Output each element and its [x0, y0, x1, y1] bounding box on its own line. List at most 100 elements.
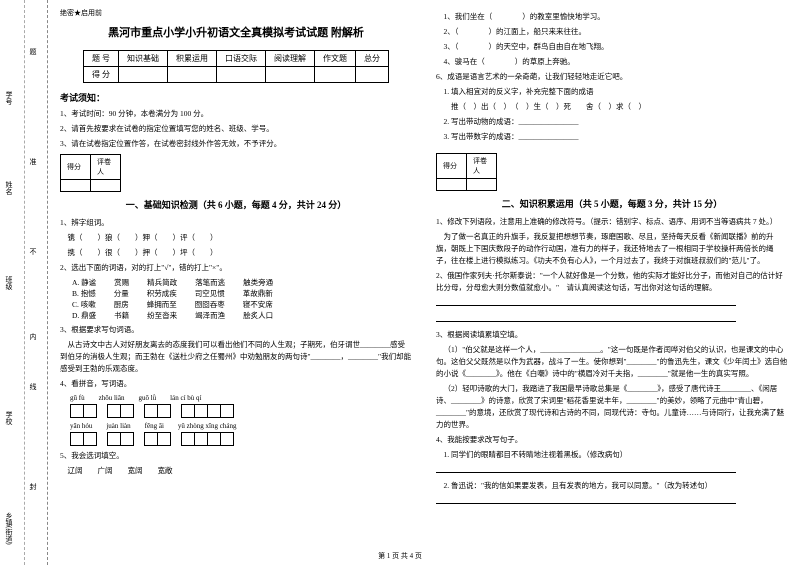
- line: 3、（ ）的天空中，群鸟自由自在地飞翔。: [436, 41, 788, 53]
- pinyin: gū fù: [70, 394, 85, 402]
- char-box[interactable]: [107, 404, 121, 418]
- sidebar-label: 线: [28, 383, 38, 390]
- q1: 1、辨字组词。: [60, 217, 412, 229]
- table-row: 题 号 知识基础 积累运用 口语交际 阅读理解 作文题 总分: [84, 51, 389, 67]
- score-table: 题 号 知识基础 积累运用 口语交际 阅读理解 作文题 总分 得 分: [83, 50, 389, 83]
- td: 得分: [437, 154, 467, 179]
- section2-title: 二、知识积累运用（共 5 小题，每题 3 分，共计 15 分）: [436, 197, 788, 210]
- pinyin: zhōu liǎn: [99, 394, 125, 402]
- s2-q2: 2、俄国作家列夫·托尔斯泰说："一个人就好像是一个分数，他的实际才能好比分子，而…: [436, 270, 788, 294]
- answer-blank[interactable]: [436, 313, 736, 322]
- q2: 2、选出下面的词语，对的打上"√"，错的打上"×"。: [60, 262, 412, 274]
- sidebar-label: 准: [28, 158, 38, 165]
- opt: 积劳成疾: [147, 288, 177, 299]
- opt: 书籍: [114, 310, 129, 321]
- q1-row: 携（ ）很（ ）押（ ）坪（ ）: [60, 247, 412, 259]
- td: 评卷人: [467, 154, 497, 179]
- char-box[interactable]: [70, 404, 84, 418]
- sidebar-label: 学校: [4, 411, 14, 425]
- char-box[interactable]: [120, 432, 134, 446]
- opt: 落笔而逃: [195, 277, 225, 288]
- left-column: 绝密★启用前 黑河市重点小学小升初语文全真模拟考试试题 附解析 题 号 知识基础…: [48, 0, 424, 565]
- td: 评卷人: [91, 155, 121, 180]
- th: 题 号: [84, 51, 119, 67]
- opt: 竭泽而渔: [195, 310, 225, 321]
- sidebar-label: 班级: [4, 276, 14, 290]
- char-box-row[interactable]: [70, 404, 412, 418]
- sidebar-label: 封: [28, 483, 38, 490]
- opt: 司空见惯: [195, 288, 225, 299]
- q3-text: 从古诗文中古人对好朋友离去的态度我们可以看出他们不同的人生观；子期死，伯牙谓世_…: [60, 339, 412, 375]
- q6-1-text: 推（ ）出（ ） （ ）生（ ）死 舍（ ）求（ ）: [451, 101, 788, 113]
- table-row: 得 分: [84, 67, 389, 83]
- line: 4、骏马在（ ）的草原上奔驰。: [436, 56, 788, 68]
- th: 积累运用: [168, 51, 217, 67]
- notice-item: 2、请首先按要求在试卷的指定位置填写您的姓名、班级、学号。: [60, 123, 412, 135]
- answer-blank[interactable]: [436, 495, 736, 504]
- page-footer: 第 1 页 共 4 页: [0, 551, 800, 561]
- char-box[interactable]: [194, 404, 208, 418]
- opt: 蜂拥而至: [147, 299, 177, 310]
- score-box: 得分评卷人: [436, 153, 497, 191]
- char-box[interactable]: [207, 404, 221, 418]
- s2-q3-1: （1）"伯父就是这样一个人，________________。"这一句既是作者闰…: [436, 344, 788, 380]
- line: 1、我们坐在（ ）的教室里愉快地学习。: [436, 11, 788, 23]
- sidebar-label: 不: [28, 248, 38, 255]
- th: 口语交际: [217, 51, 266, 67]
- char-box-row[interactable]: [70, 432, 412, 446]
- th: 知识基础: [119, 51, 168, 67]
- char-box[interactable]: [83, 404, 97, 418]
- answer-blank[interactable]: [436, 297, 736, 306]
- pinyin: juàn liàn: [106, 422, 130, 430]
- char-box[interactable]: [220, 404, 234, 418]
- pinyin: yǔ zhòng xīng cháng: [178, 422, 237, 430]
- opt: 厨房: [114, 299, 129, 310]
- char-box[interactable]: [181, 404, 195, 418]
- q1-row: 镌（ ）狼（ ）狎（ ）评（ ）: [60, 232, 412, 244]
- opt: 脍炙人口: [243, 310, 273, 321]
- td: 得 分: [84, 67, 119, 83]
- opt: 分量: [114, 288, 129, 299]
- char-box[interactable]: [107, 432, 121, 446]
- q5-opts: 辽阔 广阔 宽阔 宽敞: [60, 465, 412, 477]
- opt: 革故鼎新: [243, 288, 273, 299]
- char-box[interactable]: [157, 404, 171, 418]
- sidebar-label: 内: [28, 333, 38, 340]
- char-box[interactable]: [207, 432, 221, 446]
- score-box: 得分评卷人: [60, 154, 121, 192]
- th: 作文题: [315, 51, 356, 67]
- opt: 精兵简政: [147, 277, 177, 288]
- section1-title: 一、基础知识检测（共 6 小题，每题 4 分，共计 24 分）: [60, 198, 412, 211]
- q6: 6、成语是语言艺术的一朵奇葩，让我们轻轻地走近它吧。: [436, 71, 788, 83]
- s2-q3: 3、根据阅读填累填空填。: [436, 329, 788, 341]
- q2-opts: B. 抱憾 分量 积劳成疾 司空见惯 革故鼎新: [72, 288, 412, 299]
- char-box[interactable]: [157, 432, 171, 446]
- char-box[interactable]: [83, 432, 97, 446]
- pinyin: yān hóu: [70, 422, 92, 430]
- char-box[interactable]: [220, 432, 234, 446]
- opt: 触类旁通: [243, 277, 273, 288]
- char-box[interactable]: [194, 432, 208, 446]
- pinyin-row: yān hóu juàn liàn fēng āi yǔ zhòng xīng …: [70, 422, 412, 430]
- answer-blank[interactable]: [436, 464, 736, 473]
- right-column: 1、我们坐在（ ）的教室里愉快地学习。 2、（ ）的江面上，船只来来往往。 3、…: [424, 0, 800, 565]
- th: 总分: [356, 51, 389, 67]
- char-box[interactable]: [181, 432, 195, 446]
- q2-opts: A. 静谧 赏赐 精兵简政 落笔而逃 触类旁通: [72, 277, 412, 288]
- s2-q3-2: （2）轻叩诗歌的大门，我踏进了我国最早诗歌总集是《________》，感受了唐代…: [436, 383, 788, 431]
- char-box[interactable]: [144, 432, 158, 446]
- opt: 赏赐: [114, 277, 129, 288]
- char-box[interactable]: [120, 404, 134, 418]
- char-box[interactable]: [144, 404, 158, 418]
- char-box[interactable]: [70, 432, 84, 446]
- s2-q4-2: 2. 鲁迅说："我的信如果要发表，且有发表的地方，我可以同意。"（改为转述句）: [436, 480, 788, 492]
- pinyin-row: gū fù zhōu liǎn guō lǜ lán cí bù qí: [70, 394, 412, 402]
- q3: 3、根据要求写句词语。: [60, 324, 412, 336]
- th: 阅读理解: [266, 51, 315, 67]
- q2-opts: C. 咳嗽 厨房 蜂拥而至 囫囵吞枣 寝不安席: [72, 299, 412, 310]
- s2-q4-1: 1. 同学们的眼睛都目不转睛地注视着黑板。（修改病句）: [436, 449, 788, 461]
- notice-item: 3、请在试卷指定位置作答，在试卷密封线外作答无效，不予评分。: [60, 138, 412, 150]
- notice-title: 考试须知：: [60, 91, 412, 104]
- binding-sidebar: 乡镇(街道) 封 学校 线 内 班级 不 姓名 准 学号 题: [0, 0, 48, 565]
- opt: 纷至沓来: [147, 310, 177, 321]
